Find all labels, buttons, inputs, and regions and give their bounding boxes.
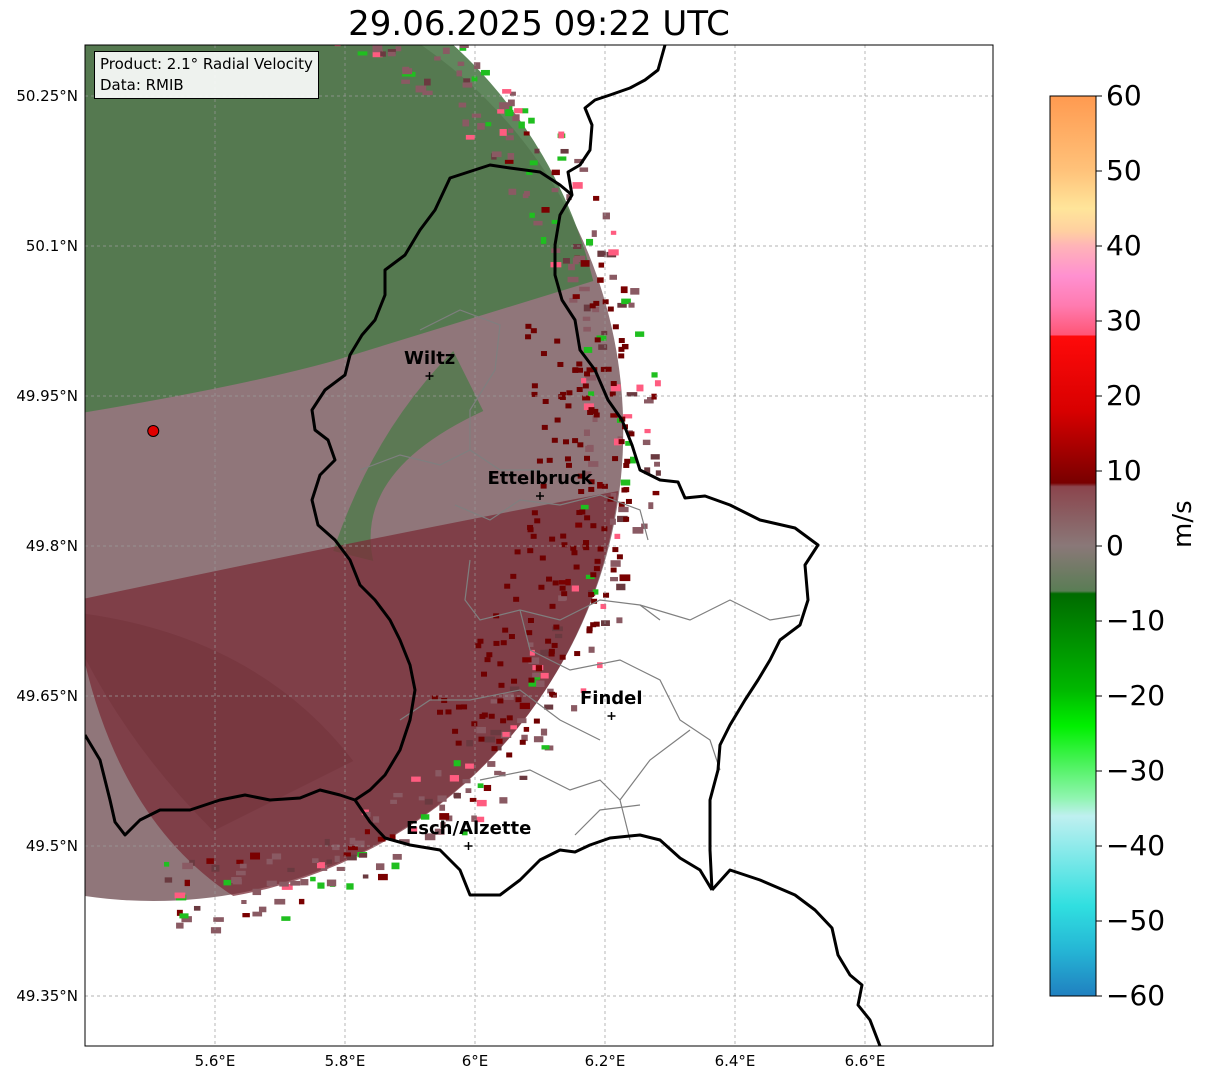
colorbar-unit-label: m/s [1168,500,1198,548]
lat-tick-label: 50.1°N [25,237,78,255]
city-marker [425,372,434,380]
colorbar-tick-label: 10 [1106,454,1142,487]
gridlines [85,45,993,1046]
city-marker [607,712,616,720]
canton-boundaries [359,309,801,841]
data-source-label: Data: RMIB [100,76,184,94]
lat-tick-label: 50.25°N [16,87,78,105]
city-marker [536,492,544,500]
city-label: Esch/Alzette [406,818,532,839]
lon-tick-label: 6°E [461,1052,489,1070]
lat-tick-label: 49.8°N [25,537,78,555]
national-borders [85,45,882,1046]
lon-tick-label: 5.6°E [194,1052,236,1070]
city-label: Wiltz [404,348,456,369]
colorbar-tick-label: −60 [1106,979,1166,1012]
radar-velocity-layer [85,45,661,934]
colorbar-tick-label: 50 [1106,154,1142,187]
map-title: 29.06.2025 09:22 UTC [348,4,730,44]
colorbar-tick-label: 40 [1106,229,1142,262]
lon-tick-label: 6.4°E [714,1052,756,1070]
lon-tick-label: 6.6°E [844,1052,886,1070]
lat-tick-label: 49.5°N [25,837,78,855]
colorbar-tick-label: −10 [1106,604,1166,637]
colorbar-tick-label: 60 [1106,79,1142,112]
colorbar-tick-label: −40 [1106,829,1166,862]
lon-tick-label: 6.2°E [584,1052,626,1070]
colorbar-tick-label: 30 [1106,304,1142,337]
colorbar-tick-label: −30 [1106,754,1166,787]
colorbar-tick-label: 20 [1106,379,1142,412]
colorbar-tick-label: 0 [1106,529,1124,562]
product-info-box: Product: 2.1° Radial Velocity Data: RMIB [94,51,319,99]
city-marker [464,842,473,850]
colorbar-tick-label: −20 [1106,679,1166,712]
lat-tick-label: 49.95°N [16,387,78,405]
city-label: Findel [580,688,643,709]
lon-tick-label: 5.8°E [324,1052,366,1070]
radar-site-marker [147,425,160,437]
lat-tick-label: 49.65°N [16,687,78,705]
product-label: Product: 2.1° Radial Velocity [100,55,313,73]
lat-tick-label: 49.35°N [16,987,78,1005]
colorbar-tick-label: −50 [1106,904,1166,937]
city-label: Ettelbruck [487,468,593,489]
